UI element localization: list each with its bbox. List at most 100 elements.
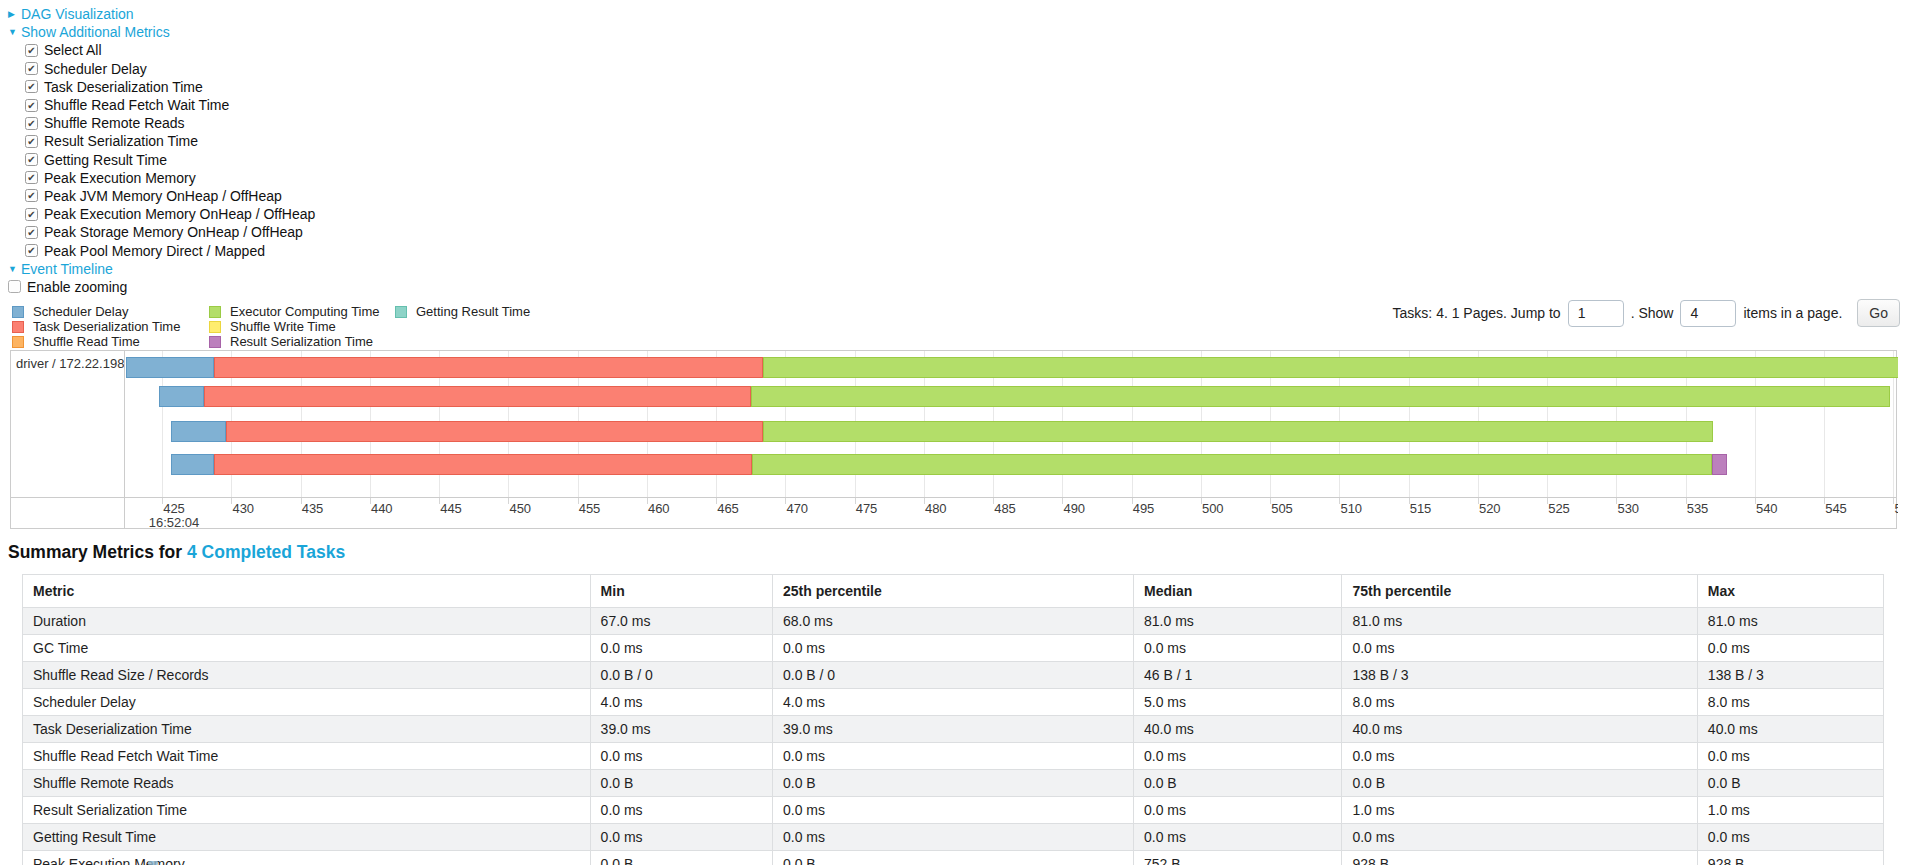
metric-value-cell: 0.0 B: [772, 770, 1133, 797]
metric-value-cell: 0.0 ms: [772, 797, 1133, 824]
timeline-task-segment-executor-computing[interactable]: [751, 386, 1890, 407]
metric-value-cell: 39.0 ms: [590, 716, 772, 743]
metric-checkbox-row[interactable]: ✔Shuffle Read Fetch Wait Time: [8, 96, 315, 114]
chevron-down-icon: ▼: [8, 27, 21, 37]
timeline-tick-label: 490: [1063, 501, 1085, 516]
items-per-page-input[interactable]: [1680, 300, 1736, 327]
metric-checkbox-row[interactable]: ✔Getting Result Time: [8, 151, 315, 169]
show-additional-metrics-link[interactable]: Show Additional Metrics: [21, 24, 170, 40]
legend-swatch-task_deserialization: [12, 321, 24, 333]
jump-to-page-input[interactable]: [1568, 300, 1624, 327]
timeline-tick-label: 440: [371, 501, 393, 516]
legend-label: Shuffle Write Time: [230, 319, 336, 334]
metric-value-cell: 68.0 ms: [772, 608, 1133, 635]
metric-checkbox-row[interactable]: ✔ Peak Execution Memory: [8, 169, 315, 187]
timeline-task-segment-task-deserialization[interactable]: [214, 357, 763, 378]
timeline-task-segment-scheduler-delay[interactable]: [171, 454, 214, 475]
metric-value-cell: 1.0 ms: [1697, 797, 1883, 824]
event-timeline-link[interactable]: Event Timeline: [21, 261, 113, 277]
table-column-header: 75th percentile: [1342, 575, 1697, 608]
checkbox-checked-icon[interactable]: ✔: [25, 80, 38, 93]
timeline-tick-label: 425: [163, 501, 185, 516]
metric-checkbox-row[interactable]: ✔ Peak Storage Memory OnHeap / OffHeap: [8, 223, 315, 241]
metric-value-cell: 0.0 ms: [1342, 635, 1697, 662]
metric-checkbox-row[interactable]: ✔Peak Execution Memory OnHeap / OffHeap: [8, 205, 315, 223]
metric-value-cell: 0.0 B: [772, 851, 1133, 865]
metric-value-cell: 0.0 ms: [1342, 824, 1697, 851]
event-timeline-toggle[interactable]: ▼ Event Timeline: [8, 260, 315, 278]
legend-swatch-scheduler_delay: [12, 306, 24, 318]
timeline-task-segment-executor-computing[interactable]: [763, 421, 1713, 442]
timeline-tick-label: 505: [1271, 501, 1293, 516]
timeline-tick-label: 430: [232, 501, 254, 516]
metric-checkbox-row[interactable]: ✔Task Deserialization Time: [8, 78, 315, 96]
checkbox-checked-icon[interactable]: ✔: [25, 153, 38, 166]
metric-value-cell: 67.0 ms: [590, 608, 772, 635]
metric-name-cell: Duration: [23, 608, 591, 635]
table-row: Peak Execution Memory0.0 B0.0 B752 B928 …: [23, 851, 1884, 865]
metric-checkbox-row[interactable]: ✔Peak JVM Memory OnHeap / OffHeap: [8, 187, 315, 205]
legend-swatch-executor_computing: [209, 306, 221, 318]
metric-checkbox-row[interactable]: ✔ Select All: [8, 41, 315, 59]
checkbox-checked-icon[interactable]: ✔: [25, 208, 38, 221]
checkbox-checked-icon[interactable]: ✔: [25, 99, 38, 112]
checkbox-checked-icon[interactable]: ✔: [25, 62, 38, 75]
checkbox-checked-icon[interactable]: ✔: [25, 189, 38, 202]
dag-visualization-toggle[interactable]: ▶ DAG Visualization: [8, 5, 315, 23]
metric-checkbox-label: Peak Execution Memory: [44, 170, 196, 186]
enable-zooming-row[interactable]: Enable zooming: [8, 278, 315, 296]
metric-value-cell: 0.0 B: [1342, 770, 1697, 797]
metric-checkbox-row[interactable]: ✔Result Serialization Time: [8, 132, 315, 150]
enable-zooming-label: Enable zooming: [27, 279, 127, 295]
timeline-task-segment-scheduler-delay[interactable]: [171, 421, 226, 442]
metric-value-cell: 752 B: [1134, 851, 1342, 865]
metric-checkbox-label: Peak Storage Memory OnHeap / OffHeap: [44, 224, 303, 240]
timeline-task-segment-executor-computing[interactable]: [752, 454, 1712, 475]
checkbox-checked-icon[interactable]: ✔: [25, 244, 38, 257]
timeline-tick-label: 460: [648, 501, 670, 516]
timeline-task-segment-executor-computing[interactable]: [763, 357, 1898, 378]
checkbox-checked-icon[interactable]: ✔: [25, 135, 38, 148]
dag-visualization-link[interactable]: DAG Visualization: [21, 6, 134, 22]
checkbox-checked-icon[interactable]: ✔: [25, 226, 38, 239]
metric-checkbox-label: Scheduler Delay: [44, 61, 147, 77]
timeline-task-segment-task-deserialization[interactable]: [204, 386, 751, 407]
metric-name-cell: Peak Execution Memory: [23, 851, 591, 865]
checkbox-checked-icon[interactable]: ✔: [25, 44, 38, 57]
timeline-tick-label: 480: [925, 501, 947, 516]
timeline-task-segment-task-deserialization[interactable]: [226, 421, 763, 442]
metric-checkbox-label: Select All: [44, 42, 102, 58]
checkbox-checked-icon[interactable]: ✔: [25, 117, 38, 130]
metric-value-cell: 0.0 ms: [1134, 797, 1342, 824]
metric-value-cell: 0.0 B: [590, 770, 772, 797]
metric-checkbox-row[interactable]: ✔Shuffle Remote Reads: [8, 114, 315, 132]
legend-item: Scheduler Delay: [12, 304, 209, 319]
table-header-row: MetricMin25th percentileMedian75th perce…: [23, 575, 1884, 608]
legend-item: Shuffle Read Time: [12, 334, 209, 349]
timeline-task-segment-result-serialization[interactable]: [1712, 454, 1727, 475]
metric-value-cell: 0.0 ms: [590, 797, 772, 824]
timeline-tick-label: 530: [1617, 501, 1639, 516]
table-column-header: Metric: [23, 575, 591, 608]
pagination-summary-text: Tasks: 4. 1 Pages. Jump to: [1393, 305, 1561, 321]
legend-item: Result Serialization Time: [209, 334, 395, 349]
metric-value-cell: 40.0 ms: [1134, 716, 1342, 743]
timeline-task-segment-task-deserialization[interactable]: [214, 454, 752, 475]
timeline-tick-label: 465: [717, 501, 739, 516]
show-additional-metrics-toggle[interactable]: ▼ Show Additional Metrics: [8, 23, 315, 41]
metric-value-cell: 0.0 B: [1697, 770, 1883, 797]
completed-tasks-link[interactable]: 4 Completed Tasks: [187, 542, 345, 562]
timeline-tick-label: 515: [1410, 501, 1432, 516]
go-button[interactable]: Go: [1857, 299, 1900, 327]
metric-checkbox-row[interactable]: ✔ Scheduler Delay: [8, 60, 315, 78]
checkbox-checked-icon[interactable]: ✔: [25, 171, 38, 184]
checkbox-unchecked-icon[interactable]: [8, 280, 21, 293]
timeline-task-segment-scheduler-delay[interactable]: [126, 357, 214, 378]
metric-value-cell: 0.0 ms: [1134, 743, 1342, 770]
pagination-show-text: . Show: [1631, 305, 1674, 321]
metric-value-cell: 81.0 ms: [1342, 608, 1697, 635]
metric-value-cell: 39.0 ms: [772, 716, 1133, 743]
metric-checkbox-row[interactable]: ✔Peak Pool Memory Direct / Mapped: [8, 241, 315, 259]
timeline-task-segment-scheduler-delay[interactable]: [159, 386, 203, 407]
table-row: Getting Result Time0.0 ms0.0 ms0.0 ms0.0…: [23, 824, 1884, 851]
